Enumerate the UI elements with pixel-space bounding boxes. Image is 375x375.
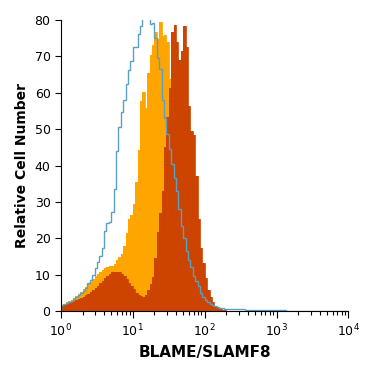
Y-axis label: Relative Cell Number: Relative Cell Number: [15, 83, 29, 248]
X-axis label: BLAME/SLAMF8: BLAME/SLAMF8: [138, 345, 271, 360]
